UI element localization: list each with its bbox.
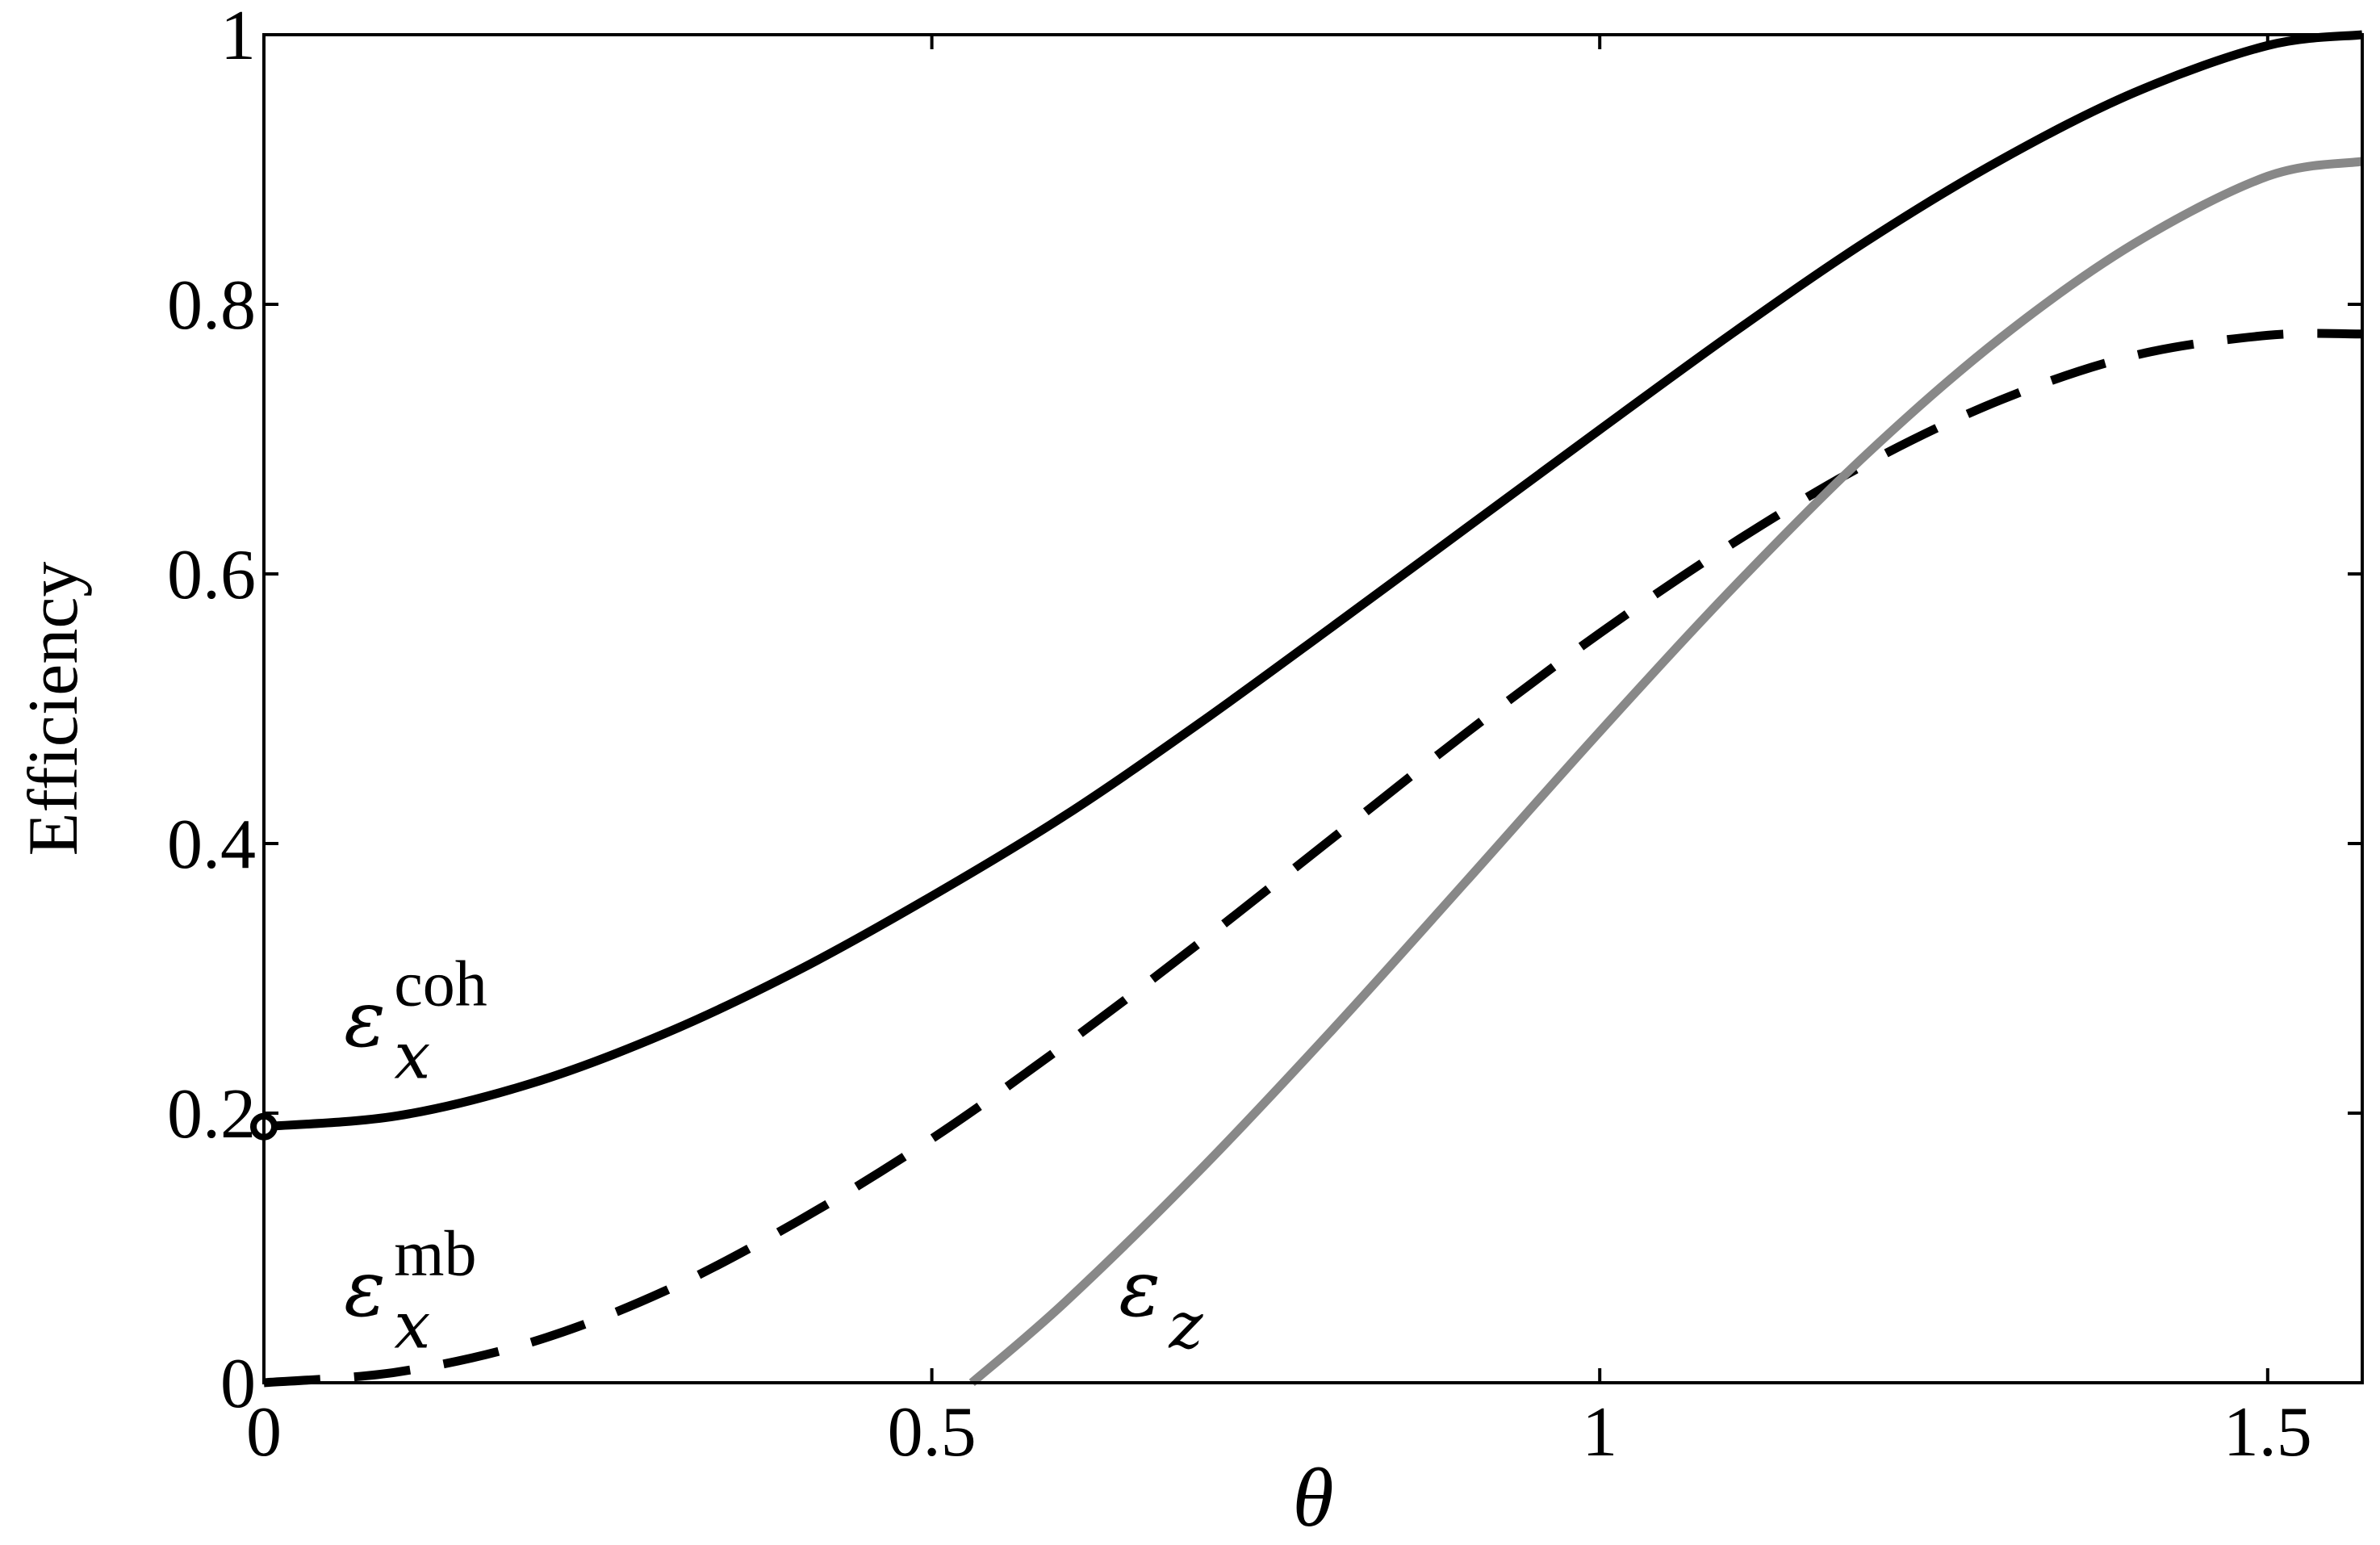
series-line-z bbox=[968, 157, 2363, 1387]
plot-frame bbox=[262, 33, 2364, 1384]
annotation-sup: mb bbox=[394, 1219, 476, 1290]
annotation-base: ε bbox=[344, 974, 386, 1065]
y-tick-label: 0 bbox=[220, 1345, 256, 1423]
y-axis-label: Efficiency bbox=[15, 562, 93, 856]
y-tick-label: 0.2 bbox=[167, 1075, 256, 1154]
annotation-sub: x bbox=[394, 1019, 430, 1094]
y-tick-label: 0.8 bbox=[167, 266, 256, 345]
x-tick-label: 1 bbox=[1582, 1393, 1617, 1472]
annotation-sub: z bbox=[1168, 1288, 1203, 1363]
x-axis-label: θ bbox=[1292, 1451, 1333, 1544]
x-tick-label: 0 bbox=[246, 1393, 282, 1472]
annotation-mb: ε xmb bbox=[344, 1219, 476, 1363]
series-line-coh bbox=[263, 30, 2363, 1132]
y-tick-label: 0.6 bbox=[167, 536, 256, 614]
annotation-base: ε bbox=[1119, 1244, 1161, 1334]
y-tick-label: 1 bbox=[220, 0, 256, 75]
y-tick-label: 0.4 bbox=[167, 806, 256, 884]
x-tick-label: 0.5 bbox=[888, 1393, 977, 1472]
series-layer bbox=[250, 30, 2363, 1388]
annotation-base: ε bbox=[344, 1244, 386, 1334]
annotation-sub: x bbox=[394, 1288, 430, 1363]
tick-layer: 0 0.5 1 1.5 0 0.2 0.4 0.6 0.8 1 bbox=[167, 0, 2362, 1472]
series-line-mb bbox=[263, 329, 2363, 1388]
annotation-sup: coh bbox=[394, 949, 487, 1020]
x-tick-label: 1.5 bbox=[2223, 1393, 2312, 1472]
